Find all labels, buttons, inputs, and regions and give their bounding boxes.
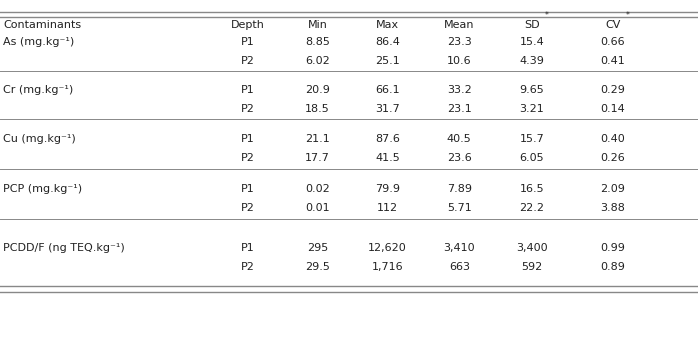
Text: 3.88: 3.88	[600, 203, 625, 213]
Text: 3,410: 3,410	[443, 243, 475, 253]
Text: 5.71: 5.71	[447, 203, 472, 213]
Text: PCDD/F (ng TEQ.kg⁻¹): PCDD/F (ng TEQ.kg⁻¹)	[3, 243, 125, 253]
Text: 33.2: 33.2	[447, 85, 472, 95]
Text: 9.65: 9.65	[519, 85, 544, 95]
Text: 0.29: 0.29	[600, 85, 625, 95]
Text: 87.6: 87.6	[375, 134, 400, 144]
Text: 23.6: 23.6	[447, 153, 472, 163]
Text: 10.6: 10.6	[447, 56, 472, 66]
Text: 0.02: 0.02	[305, 184, 330, 194]
Text: 0.01: 0.01	[305, 203, 330, 213]
Text: Depth: Depth	[231, 20, 265, 30]
Text: P1: P1	[241, 243, 255, 253]
Text: 8.85: 8.85	[305, 37, 330, 47]
Text: 79.9: 79.9	[375, 184, 400, 194]
Text: *: *	[544, 11, 549, 20]
Text: 17.7: 17.7	[305, 153, 330, 163]
Text: P2: P2	[241, 104, 255, 114]
Text: 7.89: 7.89	[447, 184, 472, 194]
Text: 6.05: 6.05	[519, 153, 544, 163]
Text: 0.40: 0.40	[600, 134, 625, 144]
Text: 0.14: 0.14	[600, 104, 625, 114]
Text: 592: 592	[521, 262, 542, 272]
Text: 31.7: 31.7	[375, 104, 400, 114]
Text: 0.89: 0.89	[600, 262, 625, 272]
Text: 40.5: 40.5	[447, 134, 472, 144]
Text: 29.5: 29.5	[305, 262, 330, 272]
Text: Cr (mg.kg⁻¹): Cr (mg.kg⁻¹)	[3, 85, 74, 95]
Text: 15.7: 15.7	[519, 134, 544, 144]
Text: 0.41: 0.41	[600, 56, 625, 66]
Text: PCP (mg.kg⁻¹): PCP (mg.kg⁻¹)	[3, 184, 82, 194]
Text: 20.9: 20.9	[305, 85, 330, 95]
Text: 2.09: 2.09	[600, 184, 625, 194]
Text: 86.4: 86.4	[375, 37, 400, 47]
Text: P1: P1	[241, 134, 255, 144]
Text: Max: Max	[376, 20, 399, 30]
Text: 16.5: 16.5	[519, 184, 544, 194]
Text: SD: SD	[524, 20, 540, 30]
Text: 41.5: 41.5	[375, 153, 400, 163]
Text: 22.2: 22.2	[519, 203, 544, 213]
Text: P1: P1	[241, 85, 255, 95]
Text: 12,620: 12,620	[368, 243, 407, 253]
Text: 295: 295	[307, 243, 328, 253]
Text: 18.5: 18.5	[305, 104, 330, 114]
Text: 15.4: 15.4	[519, 37, 544, 47]
Text: 25.1: 25.1	[375, 56, 400, 66]
Text: P1: P1	[241, 37, 255, 47]
Text: Cu (mg.kg⁻¹): Cu (mg.kg⁻¹)	[3, 134, 76, 144]
Text: P2: P2	[241, 262, 255, 272]
Text: 23.3: 23.3	[447, 37, 472, 47]
Text: *: *	[625, 11, 630, 20]
Text: 66.1: 66.1	[375, 85, 400, 95]
Text: 3.21: 3.21	[519, 104, 544, 114]
Text: P2: P2	[241, 56, 255, 66]
Text: P2: P2	[241, 153, 255, 163]
Text: Mean: Mean	[444, 20, 475, 30]
Text: 23.1: 23.1	[447, 104, 472, 114]
Text: 1,716: 1,716	[371, 262, 403, 272]
Text: 6.02: 6.02	[305, 56, 330, 66]
Text: 3,400: 3,400	[516, 243, 548, 253]
Text: CV: CV	[605, 20, 621, 30]
Text: 0.99: 0.99	[600, 243, 625, 253]
Text: 0.66: 0.66	[600, 37, 625, 47]
Text: 663: 663	[449, 262, 470, 272]
Text: 0.26: 0.26	[600, 153, 625, 163]
Text: As (mg.kg⁻¹): As (mg.kg⁻¹)	[3, 37, 75, 47]
Text: P1: P1	[241, 184, 255, 194]
Text: Contaminants: Contaminants	[3, 20, 82, 30]
Text: P2: P2	[241, 203, 255, 213]
Text: 112: 112	[377, 203, 398, 213]
Text: 21.1: 21.1	[305, 134, 330, 144]
Text: 4.39: 4.39	[519, 56, 544, 66]
Text: Min: Min	[308, 20, 327, 30]
